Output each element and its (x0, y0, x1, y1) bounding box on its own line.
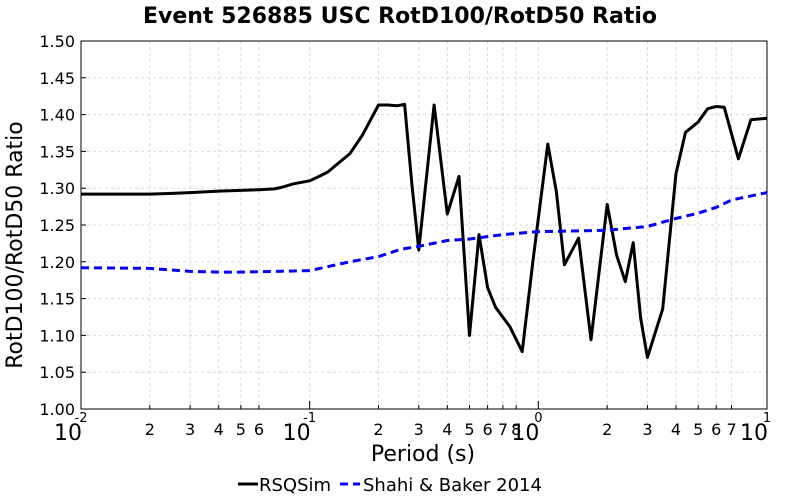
y-tick-label: 1.45 (39, 69, 75, 88)
x-tick-exponent: -2 (75, 411, 88, 426)
x-tick-label: 3 (185, 420, 195, 439)
series-line-shahi-baker (80, 191, 768, 274)
x-tick-label: 4 (214, 420, 224, 439)
x-tick-label: 10 (511, 421, 539, 446)
x-tick-label: 3 (414, 420, 424, 439)
legend-label-rsqsim: RSQSim (259, 475, 331, 496)
y-tick-label: 1.20 (39, 253, 75, 272)
x-tick-label: 5 (464, 420, 474, 439)
legend-label-shahi-baker: Shahi & Baker 2014 (363, 475, 542, 496)
legend: RSQSim Shahi & Baker 2014 (238, 475, 542, 496)
x-tick-label: 6 (254, 420, 264, 439)
series-line-rsqsim (81, 102, 768, 359)
series-lines (80, 102, 768, 359)
x-tick-label: 2 (602, 420, 612, 439)
x-tick-label: 8 (511, 420, 521, 439)
x-tick-label: 2 (145, 420, 155, 439)
x-tick-label: 10 (740, 421, 768, 446)
x-tick-exponent: 0 (534, 411, 542, 426)
x-tick-label: 5 (236, 420, 246, 439)
y-tick-label: 1.00 (39, 400, 75, 419)
y-tick-label: 1.35 (39, 142, 75, 161)
x-tick-label: 10 (283, 421, 311, 446)
x-tick-label: 6 (483, 420, 493, 439)
x-tick-exponent: 1 (763, 411, 771, 426)
x-tick-label: 5 (693, 420, 703, 439)
x-tick-label: 10 (54, 421, 82, 446)
y-axis-label: RotD100/RotD50 Ratio (3, 121, 28, 369)
x-tick-label: 2 (373, 420, 383, 439)
x-tick-label: 4 (671, 420, 681, 439)
x-axis-label: Period (s) (371, 442, 475, 467)
y-axis-ticks: 1.00 1.05 1.10 1.15 1.20 1.25 1.30 1.35 1.40 1.45… (39, 32, 86, 419)
y-tick-label: 1.40 (39, 106, 75, 125)
y-tick-label: 1.15 (39, 290, 75, 309)
x-tick-label: 4 (442, 420, 452, 439)
x-tick-label: 6 (711, 420, 721, 439)
y-tick-label: 1.10 (39, 326, 75, 345)
y-tick-label: 1.30 (39, 179, 75, 198)
grid-lines (81, 41, 767, 409)
x-tick-label: 3 (642, 420, 652, 439)
y-tick-label: 1.05 (39, 363, 75, 382)
x-tick-label: 7 (726, 420, 736, 439)
chart-title: Event 526885 USC RotD100/RotD50 Ratio (143, 4, 657, 29)
x-tick-label: 7 (498, 420, 508, 439)
y-tick-label: 1.50 (39, 32, 75, 51)
y-tick-label: 1.25 (39, 216, 75, 235)
x-tick-exponent: -1 (303, 411, 316, 426)
